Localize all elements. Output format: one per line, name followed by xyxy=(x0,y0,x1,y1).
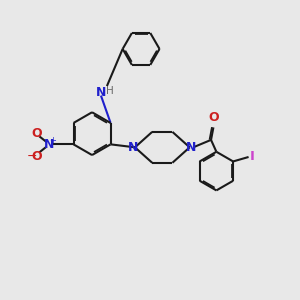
Text: N: N xyxy=(96,85,106,98)
Text: +: + xyxy=(49,136,56,145)
Text: O: O xyxy=(209,111,219,124)
Text: I: I xyxy=(250,150,255,163)
Text: N: N xyxy=(128,141,139,154)
Text: −: − xyxy=(26,150,37,163)
Text: O: O xyxy=(32,150,42,163)
Text: N: N xyxy=(44,138,54,151)
Text: H: H xyxy=(106,86,114,96)
Text: N: N xyxy=(186,141,196,154)
Text: O: O xyxy=(32,128,42,140)
